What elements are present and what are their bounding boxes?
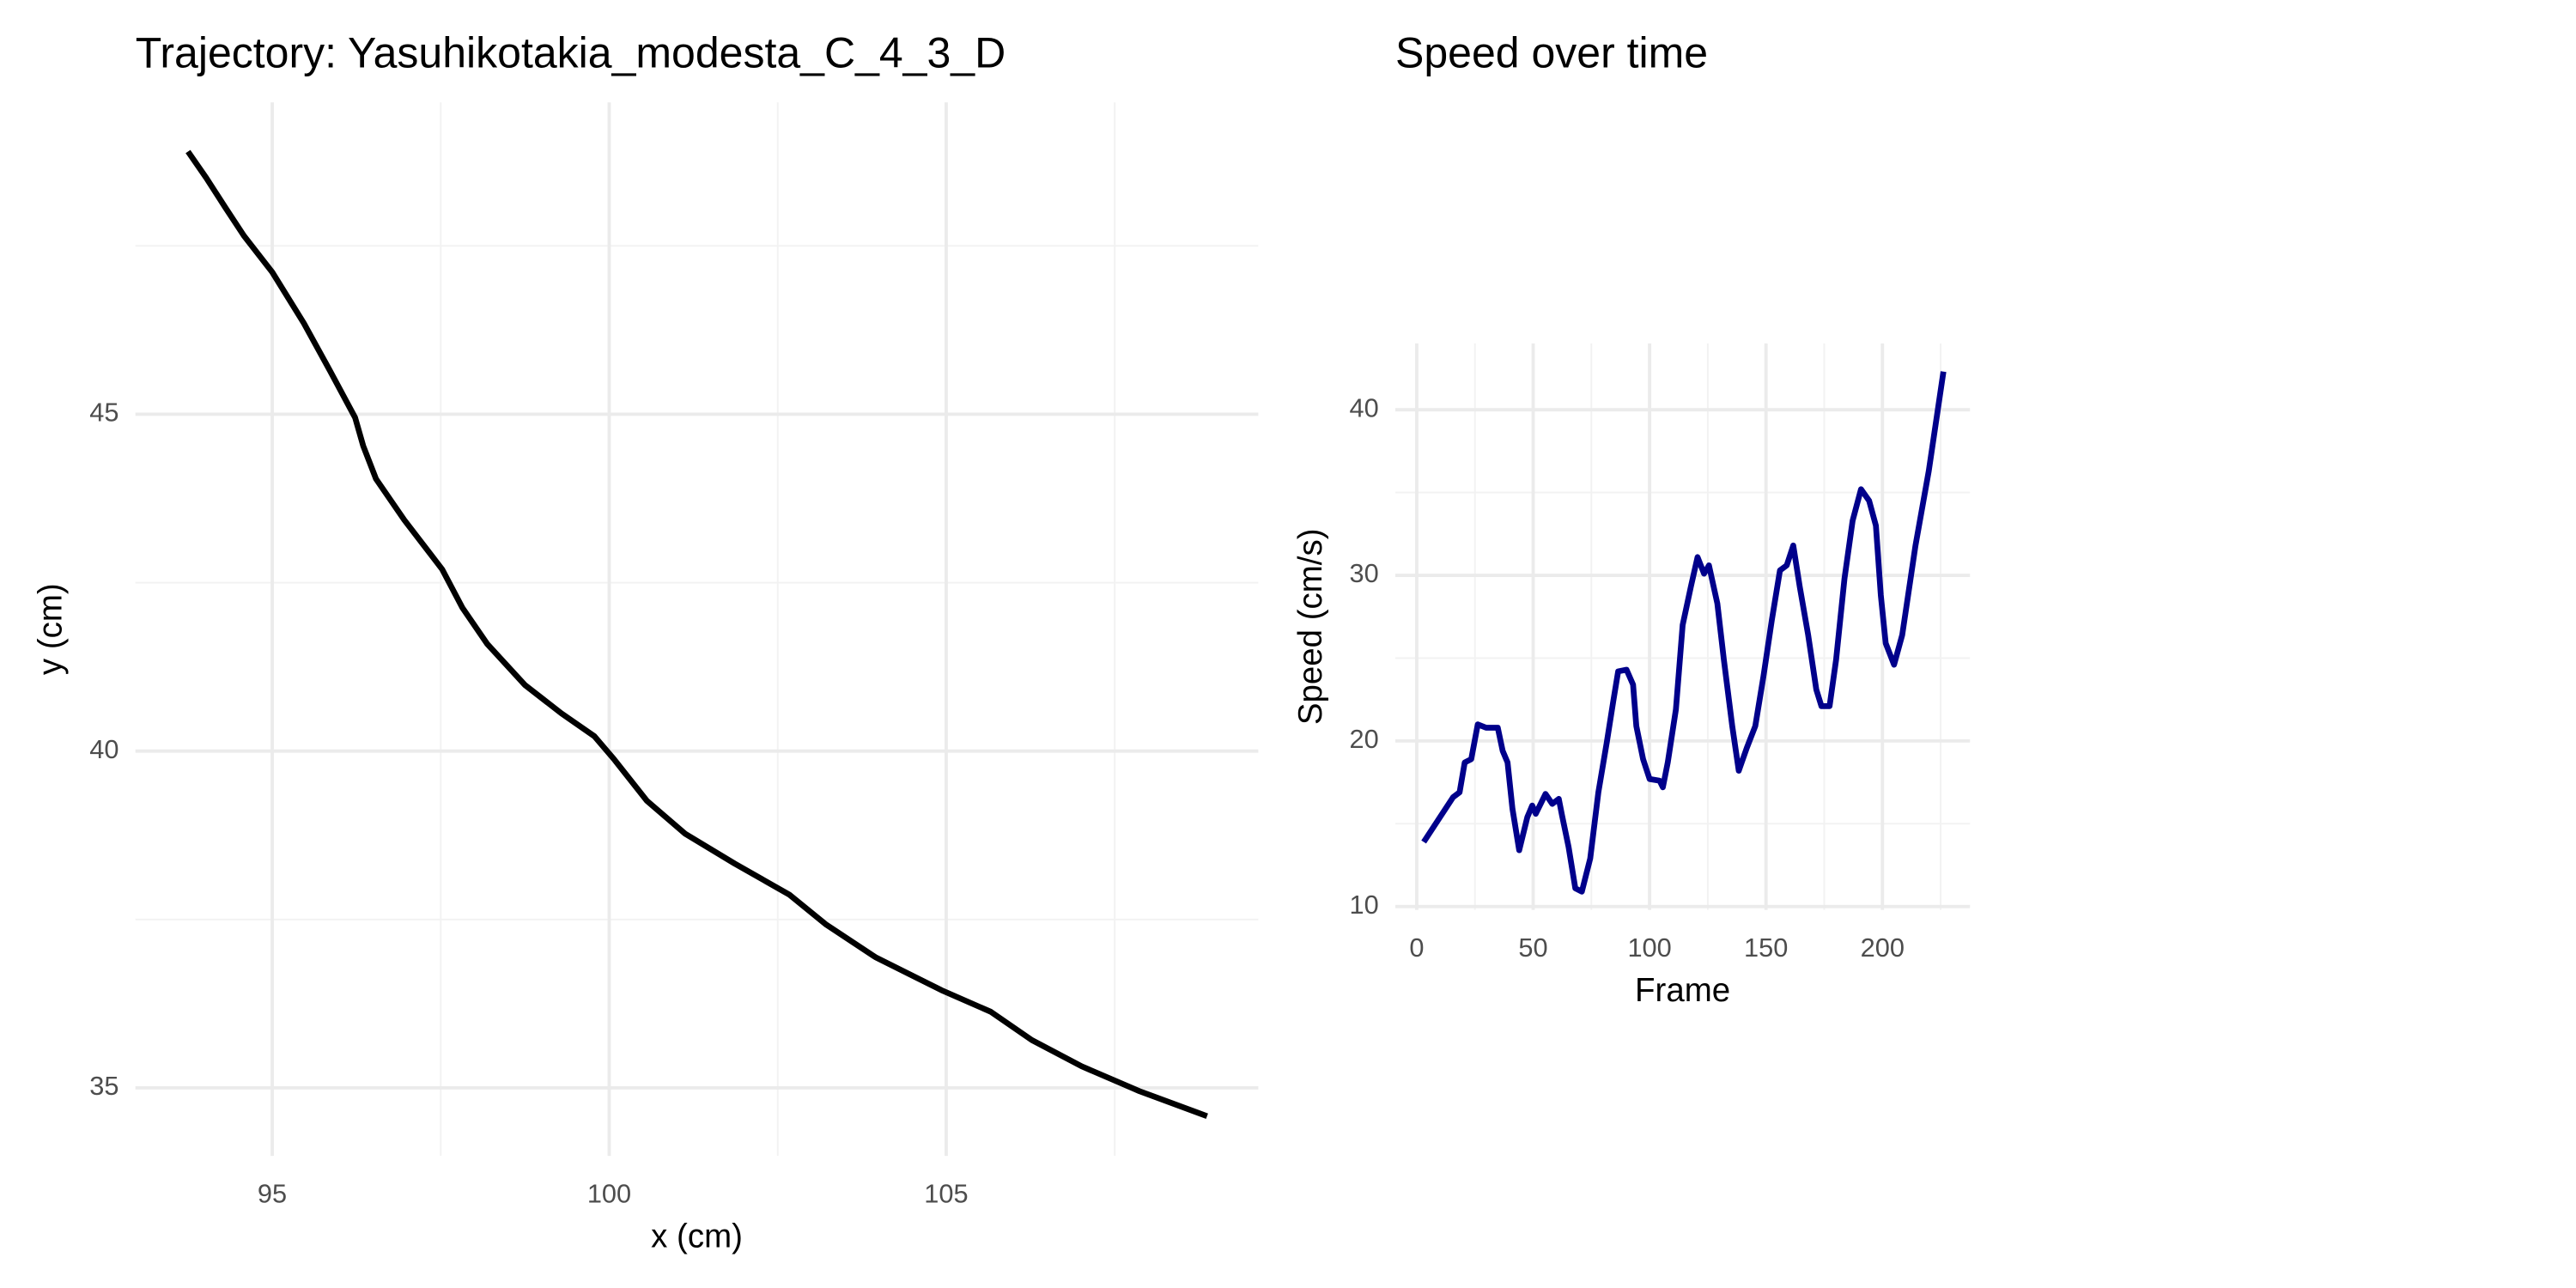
y-tick-label: 35 (89, 1071, 118, 1101)
x-tick-label: 100 (1627, 933, 1671, 963)
x-tick-label: 50 (1518, 933, 1547, 963)
x-tick-label: 150 (1744, 933, 1788, 963)
y-tick-label: 20 (1350, 724, 1379, 754)
x-axis-title: Frame (1635, 972, 1730, 1009)
y-axis-title: y (cm) (33, 583, 70, 675)
x-tick-label: 105 (924, 1178, 968, 1208)
chart-title: Speed over time (1395, 29, 1708, 77)
y-tick-label: 45 (89, 398, 118, 428)
chart-title: Trajectory: Yasuhikotakia_modesta_C_4_3_… (136, 29, 1006, 77)
x-axis-title: x (cm) (651, 1218, 743, 1255)
y-axis-title: Speed (cm/s) (1292, 528, 1329, 725)
y-tick-label: 10 (1350, 890, 1379, 920)
y-tick-label: 40 (1350, 392, 1379, 422)
x-tick-label: 0 (1409, 933, 1424, 963)
x-tick-label: 95 (258, 1178, 287, 1208)
data-line (1421, 371, 1947, 895)
y-tick-label: 40 (89, 734, 118, 764)
x-tick-label: 100 (587, 1178, 631, 1208)
data-line (185, 149, 1208, 1120)
y-tick-label: 30 (1350, 558, 1379, 588)
x-tick-label: 200 (1861, 933, 1905, 963)
